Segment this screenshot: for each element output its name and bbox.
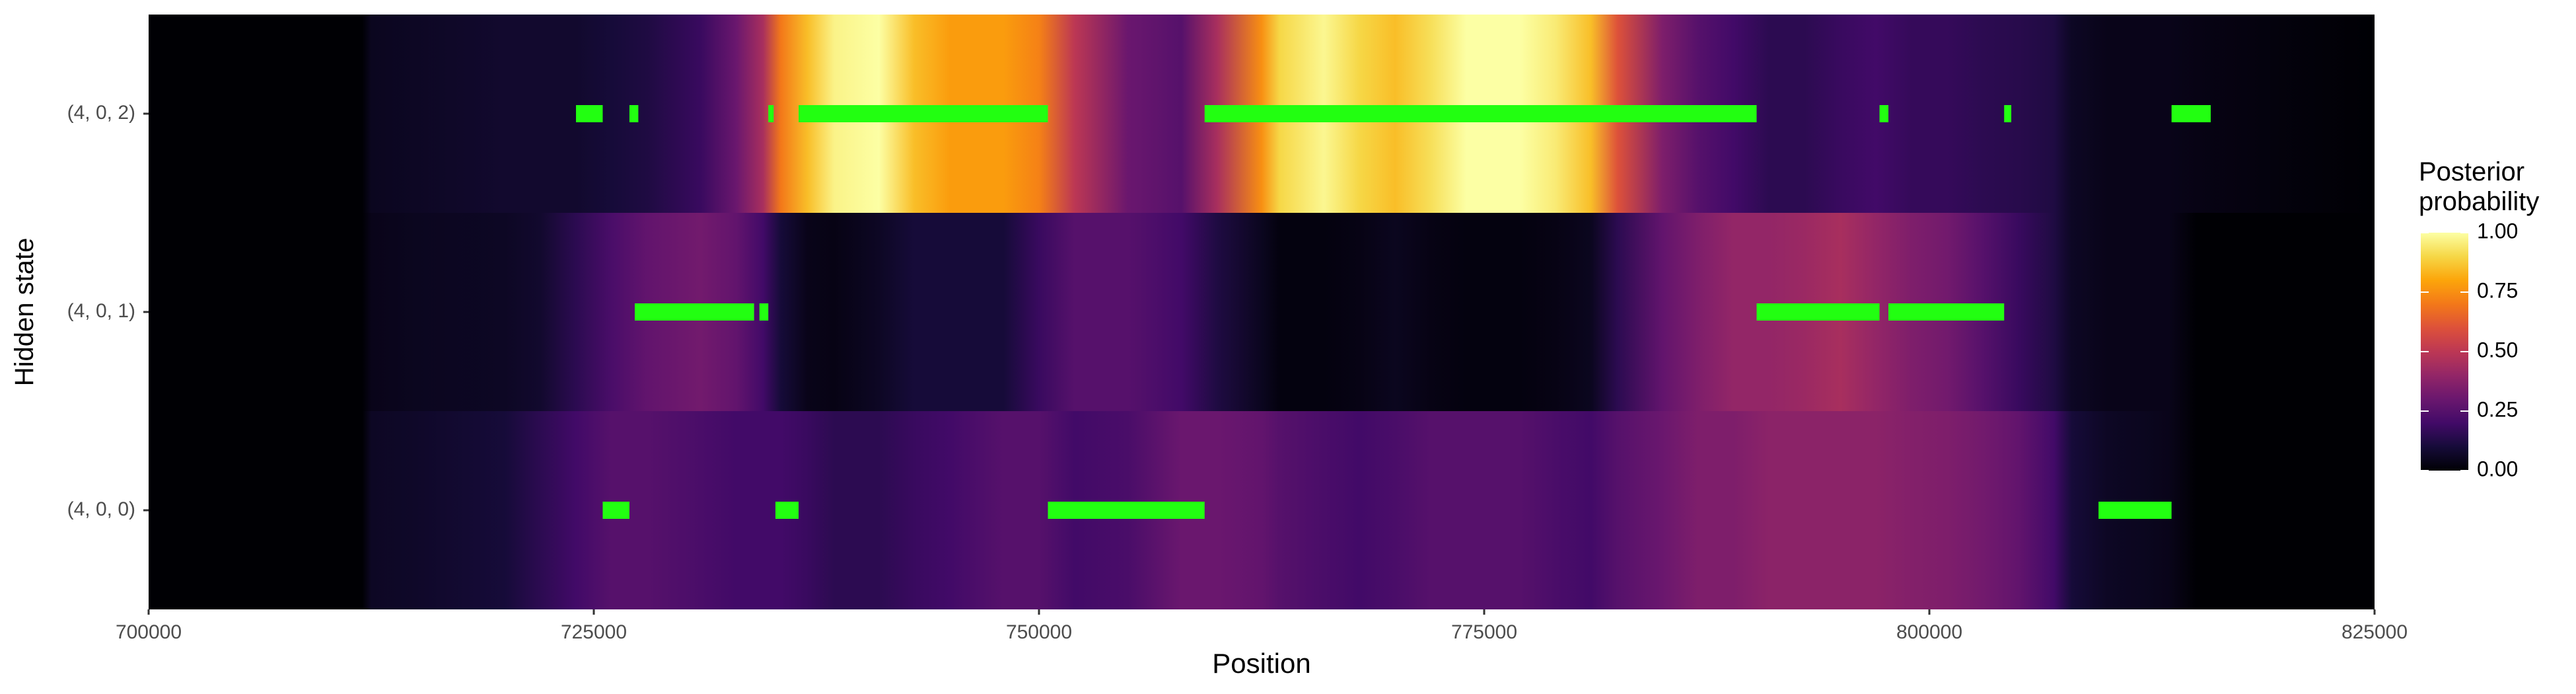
legend-ticks: 1.00 0.75 0.50 0.25 0.00 — [2421, 219, 2518, 481]
highlight-segment — [1879, 105, 1888, 122]
x-tick-label: 825000 — [2342, 621, 2408, 643]
legend-title-line2: probability — [2419, 187, 2539, 216]
x-axis: Position 700000 725000 750000 775000 800000 8… — [116, 609, 2408, 679]
highlight-segment — [768, 105, 774, 122]
legend-title-line1: Posterior — [2419, 157, 2524, 186]
y-axis-title: Hidden state — [10, 238, 39, 387]
heat-row-4-0-1 — [149, 213, 2375, 411]
x-tick-label: 750000 — [1006, 621, 1072, 643]
highlight-segment — [775, 502, 799, 519]
highlight-segment — [1048, 502, 1205, 519]
legend-tick-label: 0.25 — [2477, 397, 2518, 421]
y-tick-label-4-0-1: (4, 0, 1) — [67, 300, 135, 322]
y-axis: (4, 0, 2) (4, 0, 1) (4, 0, 0) Hidden sta… — [10, 102, 149, 520]
highlight-segment — [1756, 303, 1880, 321]
highlight-segment — [2098, 502, 2172, 519]
y-tick-label-4-0-2: (4, 0, 2) — [67, 102, 135, 124]
legend-tick-label: 0.00 — [2477, 457, 2518, 481]
x-axis-title: Position — [1212, 648, 1310, 679]
legend-tick-label: 0.75 — [2477, 278, 2518, 302]
x-tick-label: 700000 — [116, 621, 182, 643]
highlight-segment — [1204, 105, 1757, 122]
y-tick-label-4-0-0: (4, 0, 0) — [67, 498, 135, 520]
highlight-segment — [629, 105, 639, 122]
x-tick-label: 800000 — [1896, 621, 1962, 643]
highlight-segment — [576, 105, 603, 122]
highlight-segment — [635, 303, 754, 321]
highlight-segment — [799, 105, 1048, 122]
legend: Posterior probability 1.00 0.75 0.50 0.25 0.… — [2419, 157, 2539, 481]
highlight-segment — [2171, 105, 2211, 122]
highlight-segments — [576, 105, 2211, 519]
legend-tick-label: 0.50 — [2477, 338, 2518, 362]
legend-tick-label: 1.00 — [2477, 219, 2518, 243]
x-tick-label: 775000 — [1451, 621, 1517, 643]
heat-row-4-0-0 — [149, 411, 2375, 609]
highlight-segment — [1888, 303, 2005, 321]
highlight-segment — [2004, 105, 2012, 122]
highlight-segment — [759, 303, 769, 321]
x-tick-label: 725000 — [561, 621, 627, 643]
highlight-segment — [602, 502, 629, 519]
plot-panel — [149, 15, 2375, 609]
